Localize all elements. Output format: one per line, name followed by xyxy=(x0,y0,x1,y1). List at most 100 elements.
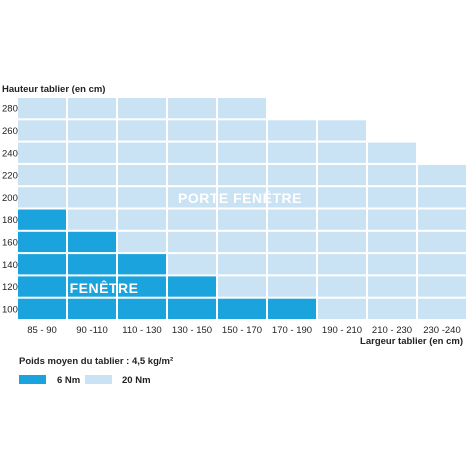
y-tick-label: 140 xyxy=(2,260,18,271)
cell-180-90-110 xyxy=(68,209,116,230)
cell-120-110-130 xyxy=(118,276,166,297)
cell-100-150-170 xyxy=(218,298,266,319)
x-tick-label: 130 - 150 xyxy=(172,325,212,336)
region-label-porte-fenetre: PORTE FENÊTRE xyxy=(178,189,302,206)
y-tick-label: 180 xyxy=(2,215,18,226)
y-tick-label: 200 xyxy=(2,193,18,204)
cell-140-90-110 xyxy=(68,254,116,275)
cell-120-85-90 xyxy=(18,276,66,297)
cell-220-150-170 xyxy=(218,164,266,186)
legend-swatch-20nm xyxy=(85,375,112,384)
y-tick-labels: 100 120 140 160 180 200 220 240 260 280 xyxy=(2,104,18,316)
cell-220-130-150 xyxy=(168,164,216,186)
cell-280-110-130 xyxy=(118,98,166,119)
cell-200-110-130 xyxy=(118,187,166,208)
x-tick-label: 170 - 190 xyxy=(272,325,312,336)
legend: Poids moyen du tablier : 4,5 kg/m² 6 Nm … xyxy=(19,356,173,386)
cell-100-110-130 xyxy=(118,298,166,319)
cell-220-85-90 xyxy=(18,164,66,186)
legend-title: Poids moyen du tablier : 4,5 kg/m² xyxy=(19,356,173,367)
cell-220-110-130 xyxy=(118,164,166,186)
x-tick-label: 210 - 230 xyxy=(372,325,412,336)
cell-240-110-130 xyxy=(118,142,166,163)
cell-140-170-190 xyxy=(268,254,316,275)
cell-100-85-90 xyxy=(18,298,66,319)
cell-120-150-170 xyxy=(218,276,266,297)
cell-180-130-150 xyxy=(168,209,216,230)
cell-260-170-190 xyxy=(268,120,316,141)
cell-180-150-170 xyxy=(218,209,266,230)
cell-220-230-240 xyxy=(418,164,466,186)
cell-grid xyxy=(18,98,466,319)
cell-100-90-110 xyxy=(68,298,116,319)
cell-100-230-240 xyxy=(418,298,466,319)
legend-label-6nm: 6 Nm xyxy=(57,375,80,386)
cell-140-190-210 xyxy=(318,254,366,275)
cell-140-85-90 xyxy=(18,254,66,275)
cell-240-170-190 xyxy=(268,142,316,163)
cell-120-90-110 xyxy=(68,276,116,297)
cell-200-230-240 xyxy=(418,187,466,208)
x-tick-label: 150 - 170 xyxy=(222,325,262,336)
x-tick-labels: 85 - 90 90 -110 110 - 130 130 - 150 150 - 17… xyxy=(27,325,461,336)
cell-200-85-90 xyxy=(18,187,66,208)
cell-260-190-210 xyxy=(318,120,366,141)
cell-160-130-150 xyxy=(168,231,216,253)
x-tick-label: 85 - 90 xyxy=(27,325,57,336)
cell-280-90-110 xyxy=(68,98,116,119)
cell-240-210-230 xyxy=(368,142,416,163)
cell-220-190-210 xyxy=(318,164,366,186)
y-tick-label: 280 xyxy=(2,104,18,115)
y-tick-label: 260 xyxy=(2,126,18,137)
cell-100-210-230 xyxy=(368,298,416,319)
y-tick-label: 120 xyxy=(2,282,18,293)
legend-swatch-6nm xyxy=(19,375,46,384)
y-tick-label: 160 xyxy=(2,237,18,248)
cell-240-190-210 xyxy=(318,142,366,163)
cell-200-90-110 xyxy=(68,187,116,208)
cell-280-150-170 xyxy=(218,98,266,119)
y-tick-label: 220 xyxy=(2,171,18,182)
cell-140-110-130 xyxy=(118,254,166,275)
y-tick-label: 240 xyxy=(2,148,18,159)
cell-200-190-210 xyxy=(318,187,366,208)
x-tick-label: 90 -110 xyxy=(76,325,108,336)
y-axis-title: Hauteur tablier (en cm) xyxy=(2,84,105,95)
cell-140-210-230 xyxy=(368,254,416,275)
cell-180-190-210 xyxy=(318,209,366,230)
cell-260-110-130 xyxy=(118,120,166,141)
cell-140-230-240 xyxy=(418,254,466,275)
cell-180-110-130 xyxy=(118,209,166,230)
cell-160-110-130 xyxy=(118,231,166,253)
cell-100-130-150 xyxy=(168,298,216,319)
cell-100-170-190 xyxy=(268,298,316,319)
x-tick-label: 190 - 210 xyxy=(322,325,362,336)
cell-280-85-90 xyxy=(18,98,66,119)
x-axis-title: Largeur tablier (en cm) xyxy=(360,336,463,347)
cell-180-170-190 xyxy=(268,209,316,230)
cell-120-210-230 xyxy=(368,276,416,297)
cell-140-130-150 xyxy=(168,254,216,275)
y-tick-label: 100 xyxy=(2,304,18,315)
cell-140-150-170 xyxy=(218,254,266,275)
legend-label-20nm: 20 Nm xyxy=(122,375,151,386)
cell-160-90-110 xyxy=(68,231,116,253)
x-tick-label: 110 - 130 xyxy=(122,325,161,336)
cell-160-170-190 xyxy=(268,231,316,253)
region-label-fenetre: FENÊTRE xyxy=(70,279,139,296)
cell-120-170-190 xyxy=(268,276,316,297)
cell-220-90-110 xyxy=(68,164,116,186)
cell-180-85-90 xyxy=(18,209,66,230)
cell-260-130-150 xyxy=(168,120,216,141)
cell-160-150-170 xyxy=(218,231,266,253)
cell-200-150-170 xyxy=(218,187,266,208)
cell-100-190-210 xyxy=(318,298,366,319)
cell-280-130-150 xyxy=(168,98,216,119)
cell-200-210-230 xyxy=(368,187,416,208)
cell-260-150-170 xyxy=(218,120,266,141)
cell-160-230-240 xyxy=(418,231,466,253)
cell-220-170-190 xyxy=(268,164,316,186)
x-tick-label: 230 -240 xyxy=(423,325,461,336)
cell-200-130-150 xyxy=(168,187,216,208)
